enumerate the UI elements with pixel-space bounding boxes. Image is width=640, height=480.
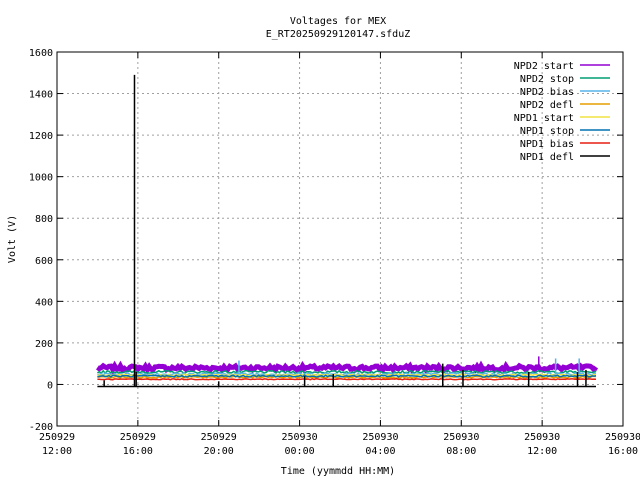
series-line-npd1-stop bbox=[97, 374, 597, 378]
chart-title: Voltages for MEX bbox=[290, 16, 386, 27]
y-axis-ticks: -200 0 200 400 600 800 1000 1200 1400 1600 bbox=[29, 48, 623, 433]
x-tick-time: 16:00 bbox=[608, 446, 638, 457]
legend: NPD2 start NPD2 stop NPD2 bias NPD2 defl NPD… bbox=[514, 61, 610, 163]
y-tick-label: 1600 bbox=[29, 48, 53, 59]
series-line-npd2-bias bbox=[97, 371, 597, 377]
legend-label: NPD2 bias bbox=[520, 87, 574, 98]
spike-layer bbox=[103, 74, 587, 387]
legend-label: NPD1 start bbox=[514, 113, 574, 124]
x-tick-date: 250930 bbox=[524, 432, 560, 443]
legend-label: NPD2 stop bbox=[520, 74, 574, 85]
x-tick-time: 08:00 bbox=[446, 446, 476, 457]
y-tick-label: 0 bbox=[47, 380, 53, 391]
x-axis-label: Time (yymmdd HH:MM) bbox=[281, 466, 395, 477]
y-tick-label: 600 bbox=[35, 256, 53, 267]
x-tick-time: 12:00 bbox=[527, 446, 557, 457]
legend-label: NPD1 bias bbox=[520, 139, 574, 150]
x-tick-date: 250929 bbox=[201, 432, 237, 443]
y-tick-label: 1400 bbox=[29, 90, 53, 101]
x-tick-time: 16:00 bbox=[123, 446, 153, 457]
legend-label: NPD1 stop bbox=[520, 126, 574, 137]
y-tick-label: -200 bbox=[29, 422, 53, 433]
series-line-npd2-start bbox=[95, 360, 599, 376]
x-tick-date: 250929 bbox=[39, 432, 75, 443]
series-line-npd1-bias bbox=[97, 377, 597, 381]
x-tick-time: 04:00 bbox=[365, 446, 395, 457]
x-tick-time: 00:00 bbox=[285, 446, 315, 457]
series-line-npd2-stop bbox=[96, 369, 597, 375]
x-tick-date: 250930 bbox=[605, 432, 640, 443]
y-tick-label: 800 bbox=[35, 214, 53, 225]
legend-label: NPD2 start bbox=[514, 61, 574, 72]
x-axis-ticks: 250929 12:00 250929 16:00 250929 20:00 250930 0… bbox=[39, 52, 640, 457]
x-tick-time: 12:00 bbox=[42, 446, 72, 457]
legend-label: NPD1 defl bbox=[520, 152, 574, 163]
y-tick-label: 200 bbox=[35, 339, 53, 350]
y-tick-label: 400 bbox=[35, 297, 53, 308]
x-tick-date: 250930 bbox=[443, 432, 479, 443]
plot-frame bbox=[56, 51, 624, 427]
x-tick-date: 250930 bbox=[282, 432, 318, 443]
series-layer bbox=[95, 360, 599, 388]
y-tick-label: 1000 bbox=[29, 173, 53, 184]
x-tick-date: 250929 bbox=[120, 432, 156, 443]
x-tick-date: 250930 bbox=[362, 432, 398, 443]
legend-label: NPD2 defl bbox=[520, 100, 574, 111]
grid-lines bbox=[57, 52, 623, 426]
y-axis-label: Volt (V) bbox=[7, 215, 18, 263]
chart-subtitle: E_RT20250929120147.sfduZ bbox=[266, 29, 411, 40]
x-tick-time: 20:00 bbox=[204, 446, 234, 457]
y-tick-label: 1200 bbox=[29, 131, 53, 142]
